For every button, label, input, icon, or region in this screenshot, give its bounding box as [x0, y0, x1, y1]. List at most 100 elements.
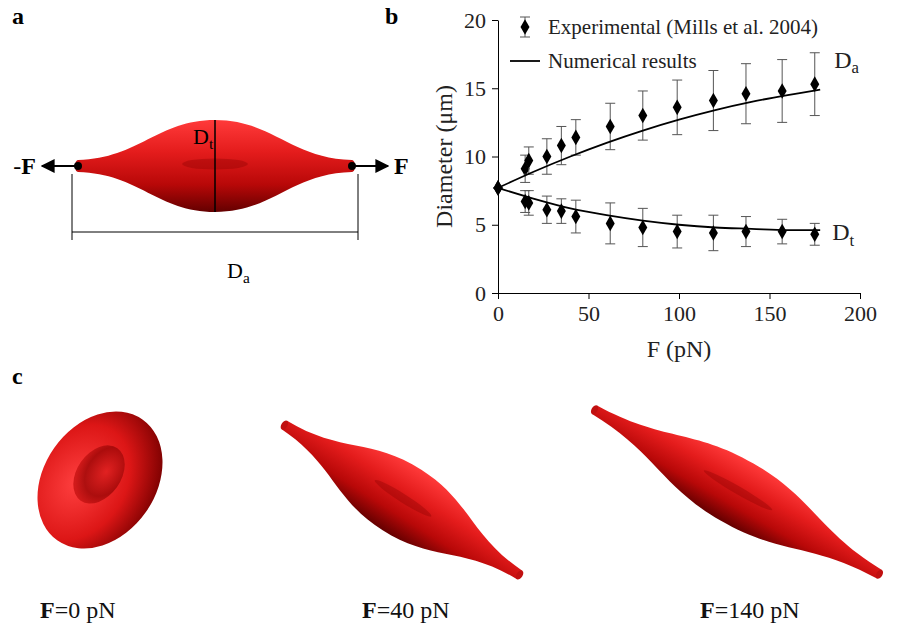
error-bar-cap: [708, 130, 718, 131]
curve-label: Da: [834, 47, 859, 78]
tick: 50: [578, 293, 600, 326]
tick-mark: [492, 293, 498, 294]
model-curve: [498, 188, 820, 230]
data-point: [673, 224, 682, 240]
tick: 200: [844, 293, 877, 326]
tick-label: 15: [464, 76, 486, 101]
tick-mark: [679, 293, 680, 299]
tick-label: 100: [663, 301, 696, 326]
data-point: [571, 130, 580, 146]
x-axis: 050100150200: [493, 293, 877, 326]
error-bar: [741, 217, 751, 247]
error-bar-cap: [708, 215, 718, 216]
tick: 5: [475, 212, 498, 237]
tick-label: 200: [844, 301, 877, 326]
data-point: [571, 209, 580, 225]
panel-b: 05010015020005101520F (pN)Diameter (μm)D…: [431, 8, 877, 362]
error-bar-cap: [741, 216, 751, 217]
tick-mark: [492, 157, 498, 158]
plot-area: [493, 53, 820, 251]
force-arrow: [42, 165, 78, 167]
data-point: [542, 149, 551, 165]
error-bar-cap: [672, 80, 682, 81]
x-axis-title: F (pN): [647, 336, 712, 362]
dimension-label: Da: [227, 258, 250, 286]
data-point: [606, 119, 615, 135]
error-bar-cap: [741, 123, 751, 124]
error-bar: [810, 223, 820, 245]
y-axis-title: Diameter (μm): [431, 85, 457, 228]
error-bar-cap: [708, 250, 718, 251]
error-bar-cap: [672, 134, 682, 135]
cell-dimple: [702, 467, 774, 513]
tick-label: 150: [754, 301, 787, 326]
legend-line: [510, 60, 540, 62]
error-bar-cap: [556, 198, 566, 199]
error-bar-cap: [672, 215, 682, 216]
data-point: [638, 108, 647, 124]
error-bar-cap: [542, 223, 552, 224]
data-point: [709, 93, 718, 109]
data-point: [606, 216, 615, 232]
cell-dimple: [63, 436, 136, 514]
data-point: [557, 138, 566, 154]
force-label: F: [394, 153, 409, 179]
tick: 20: [464, 8, 498, 33]
error-bar-cap: [810, 245, 820, 246]
error-bar-cap: [571, 119, 581, 120]
error-bar-cap: [638, 246, 648, 247]
cell-body: [78, 120, 352, 212]
cell-label: F=140 pN: [700, 597, 800, 623]
dimension-label: Dt: [193, 124, 214, 152]
dimension-line: [72, 174, 73, 240]
cell-dimple: [373, 477, 434, 520]
figure: abc-FFDtDa05010015020005101520F (pN)Diam…: [0, 0, 915, 638]
cell-tip: [874, 568, 884, 580]
cell-tip: [279, 419, 289, 431]
error-bar: [556, 199, 566, 224]
data-point: [810, 227, 819, 243]
error-bar-cap: [556, 126, 566, 127]
tick-mark: [860, 293, 861, 299]
cell-tip: [514, 569, 524, 581]
cell-tip: [589, 404, 599, 416]
tick-label: 20: [464, 8, 486, 33]
tick: 150: [754, 293, 787, 326]
error-bar-cap: [524, 146, 534, 147]
tick: 15: [464, 76, 498, 101]
error-bar: [638, 208, 648, 246]
data-point: [741, 224, 750, 240]
panel-letter: c: [12, 363, 23, 389]
error-bar-cap: [638, 208, 648, 209]
error-bar-cap: [777, 243, 787, 244]
error-bar-cap: [777, 122, 787, 123]
error-bar-cap: [810, 52, 820, 53]
dimension-line: [358, 174, 359, 240]
cell-body: [578, 381, 896, 603]
error-bar: [708, 215, 718, 250]
tick-mark: [589, 293, 590, 299]
data-point: [673, 100, 682, 116]
error-bar-cap: [810, 115, 820, 116]
cell-body: [12, 387, 189, 572]
tick-mark: [492, 225, 498, 226]
legend-label: Experimental (Mills et al. 2004): [548, 15, 818, 39]
data-point: [741, 86, 750, 102]
error-bar: [542, 196, 552, 223]
error-bar-cap: [810, 223, 820, 224]
cell-label: F=0 pN: [40, 597, 116, 623]
error-bar: [542, 139, 552, 174]
error-bar: [672, 215, 682, 248]
error-bar-cap: [556, 223, 566, 224]
error-bar-cap: [777, 59, 787, 60]
tick-label: 10: [464, 144, 486, 169]
error-bar: [524, 191, 534, 216]
curve-label: Dt: [832, 219, 854, 250]
dimension-line: [72, 232, 358, 233]
axis-line: [498, 21, 499, 294]
error-bar: [571, 200, 581, 233]
error-bar: [672, 80, 682, 135]
panel-c: F=0 pNF=40 pNF=140 pN: [12, 380, 899, 623]
stretched-cell: [575, 380, 898, 605]
tick: 0: [475, 281, 498, 306]
